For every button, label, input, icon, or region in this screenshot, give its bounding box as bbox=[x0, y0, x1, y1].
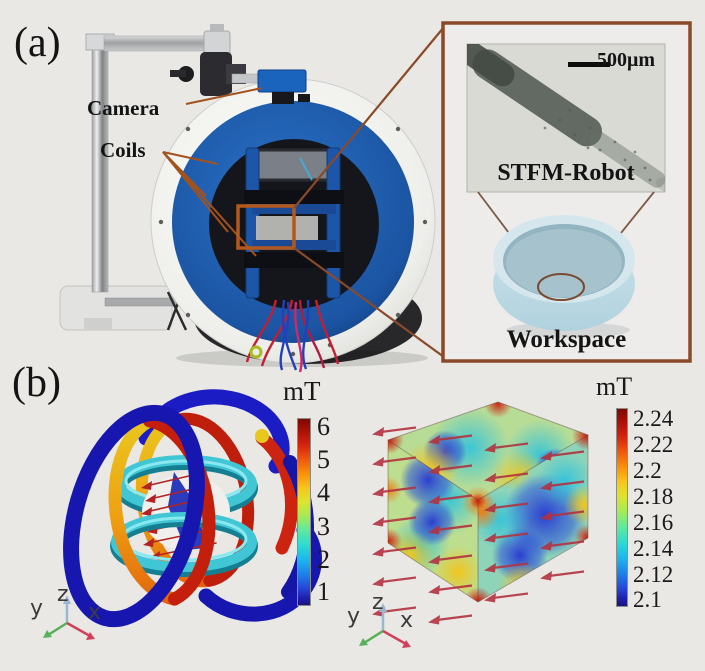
colorbar1-tick: 5 bbox=[317, 445, 330, 474]
colorbar2-tick: 2.14 bbox=[633, 536, 674, 561]
inset-connector-lines bbox=[293, 26, 445, 358]
coil-wires bbox=[245, 299, 340, 373]
workspace-highlight-rect bbox=[236, 204, 296, 250]
workspace-dish bbox=[493, 215, 635, 338]
colorbar1-unit: mT bbox=[283, 376, 321, 406]
stfm-robot-label: STFM-Robot bbox=[497, 160, 635, 186]
panel-b-label: (b) bbox=[12, 360, 61, 406]
inset-box bbox=[441, 21, 692, 363]
axis-triad-left bbox=[43, 595, 95, 640]
camera-clamp bbox=[200, 52, 232, 96]
setup-photo bbox=[59, 24, 445, 373]
workspace-label: Workspace bbox=[506, 326, 627, 353]
colorbar2-tick: 2.1 bbox=[633, 587, 662, 612]
scale-bar-label: 500μm bbox=[597, 49, 655, 71]
axis-triad-right bbox=[359, 603, 411, 648]
scale-bar bbox=[568, 62, 610, 67]
colorbar1-tick: 2 bbox=[317, 545, 330, 574]
camera-stand bbox=[59, 24, 280, 331]
triad-left-z-label: z bbox=[57, 582, 69, 607]
coils-annotation-label: Coils bbox=[100, 138, 146, 162]
triad-right-x-label: x bbox=[400, 608, 414, 633]
triad-left-y-label: y bbox=[30, 596, 44, 621]
colorbar1-tick: 1 bbox=[317, 577, 330, 606]
coil-simulation bbox=[63, 389, 322, 628]
colorbar1-tick: 6 bbox=[317, 412, 330, 441]
workspace-circle-annotation bbox=[537, 273, 585, 301]
colorbar2-tick: 2.12 bbox=[633, 562, 674, 587]
annotation-lines bbox=[162, 87, 263, 257]
colorbar2-unit: mT bbox=[596, 372, 633, 401]
colorbar2-tick: 2.18 bbox=[633, 484, 674, 509]
panel-a-label: (a) bbox=[14, 20, 61, 66]
colorbar2-tick: 2.2 bbox=[633, 458, 662, 483]
cube-field-map bbox=[370, 401, 590, 626]
microrobot-swarm bbox=[467, 44, 665, 192]
colorbar2 bbox=[616, 408, 628, 607]
colorbar1 bbox=[297, 418, 311, 606]
triad-right-y-label: y bbox=[347, 604, 361, 629]
colorbar2-tick: 2.16 bbox=[633, 510, 674, 535]
triad-right-z-label: z bbox=[372, 590, 384, 615]
colorbar1-tick: 4 bbox=[317, 478, 330, 507]
camera-annotation-label: Camera bbox=[87, 96, 160, 120]
colorbar2-tick: 2.24 bbox=[633, 406, 674, 431]
camera-device bbox=[257, 69, 310, 104]
colorbar2-tick: 2.22 bbox=[633, 432, 674, 457]
triad-left-x-label: x bbox=[88, 600, 102, 625]
colorbar1-tick: 3 bbox=[317, 512, 330, 541]
